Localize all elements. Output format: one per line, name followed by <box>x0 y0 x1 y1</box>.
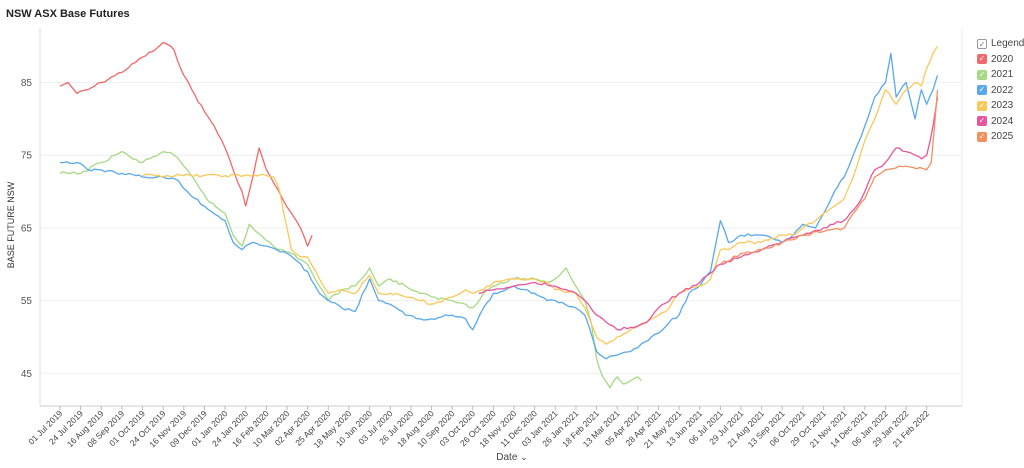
x-axis-label[interactable]: Date ⌄ <box>0 452 1024 463</box>
legend-label: 2022 <box>991 84 1014 96</box>
chevron-down-icon: ⌄ <box>520 452 528 462</box>
legend-item-2020[interactable]: ✓ 2020 <box>977 52 1024 68</box>
legend-checkbox-icon: ✓ <box>977 38 987 49</box>
legend-header[interactable]: ✓ Legend <box>977 36 1024 52</box>
legend-checkbox-icon: ✓ <box>977 100 987 111</box>
legend-item-2023[interactable]: ✓ 2023 <box>977 98 1024 114</box>
legend-checkbox-icon: ✓ <box>977 131 987 142</box>
legend-item-2021[interactable]: ✓ 2021 <box>977 67 1024 83</box>
gridlines <box>39 28 963 407</box>
series-line-2022 <box>59 52 939 360</box>
y-tick-label: 65 <box>21 223 33 234</box>
y-tick-label: 45 <box>21 369 33 380</box>
y-tick-label: 85 <box>21 78 33 89</box>
y-tick-label: 75 <box>21 151 33 162</box>
legend-checkbox-icon: ✓ <box>977 69 987 80</box>
series-line-2023 <box>142 45 939 345</box>
legend-label: 2020 <box>991 53 1014 65</box>
series-line-2024 <box>478 97 939 331</box>
y-tick-label: 55 <box>21 296 33 307</box>
series-line-2020 <box>59 41 313 247</box>
legend-label: 2023 <box>991 100 1014 112</box>
x-axis-label-text: Date <box>496 452 518 463</box>
legend-label: 2021 <box>991 69 1014 81</box>
legend-item-2022[interactable]: ✓ 2022 <box>977 83 1024 99</box>
chart-title: NSW ASX Base Futures <box>6 8 130 20</box>
legend: ✓ Legend ✓ 2020 ✓ 2021 ✓ 2022 ✓ 2023 ✓ 2024 ✓ 2025 <box>977 36 1024 145</box>
legend-item-2024[interactable]: ✓ 2024 <box>977 114 1024 130</box>
legend-title: Legend <box>991 38 1024 50</box>
y-axis-label: BASE FUTURE NSW <box>6 181 16 269</box>
series-line-2025 <box>719 89 939 265</box>
legend-checkbox-icon: ✓ <box>977 54 987 65</box>
series-line-2021 <box>59 150 642 389</box>
legend-label: 2024 <box>991 115 1014 127</box>
series-lines <box>59 41 939 389</box>
legend-checkbox-icon: ✓ <box>977 85 987 96</box>
legend-item-2025[interactable]: ✓ 2025 <box>977 129 1024 145</box>
legend-checkbox-icon: ✓ <box>977 116 987 127</box>
y-tick-labels: 45 55 65 75 85 <box>21 78 33 380</box>
legend-label: 2025 <box>991 131 1014 143</box>
